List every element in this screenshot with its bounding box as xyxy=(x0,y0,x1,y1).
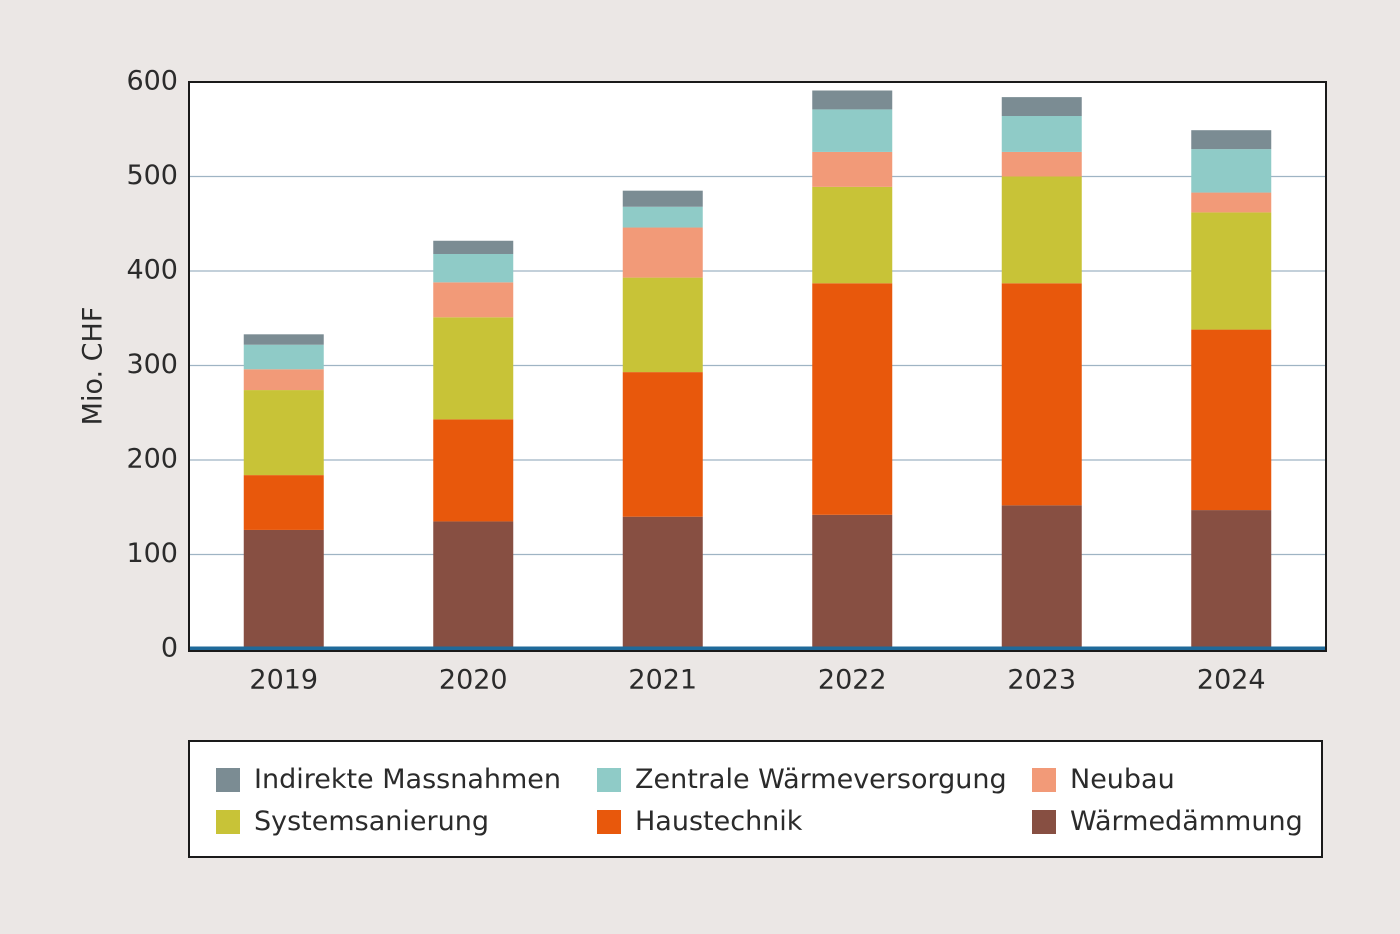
y-tick-label: 400 xyxy=(126,255,178,286)
bar-segment xyxy=(433,317,514,420)
legend-label: Zentrale Wärmeversorgung xyxy=(635,764,1007,795)
y-tick-label: 0 xyxy=(161,633,178,664)
x-tick-label: 2023 xyxy=(1007,665,1076,696)
bar-segment xyxy=(1001,151,1082,177)
y-tick-label: 600 xyxy=(126,66,178,97)
bar-segment xyxy=(433,282,514,318)
x-tick-label: 2019 xyxy=(249,665,318,696)
y-tick-label: 500 xyxy=(126,160,178,191)
bar-segment xyxy=(622,516,703,649)
plot-frame xyxy=(188,81,1327,652)
y-axis-ticks: 0 100 200 300 400 500 600 xyxy=(126,66,178,664)
bar-segment xyxy=(812,186,893,284)
bar-segment xyxy=(433,419,514,522)
bar-segment xyxy=(622,227,703,278)
bar-segment xyxy=(1001,97,1082,117)
bar-segment xyxy=(243,369,324,391)
legend-label: Systemsanierung xyxy=(254,806,489,837)
bar-segment xyxy=(812,109,893,152)
legend-item-neubau: Neubau xyxy=(1032,764,1175,795)
bar-segment xyxy=(1191,149,1272,193)
legend-item-waermedaemmung: Wärmedämmung xyxy=(1032,806,1303,837)
bar-segment xyxy=(1191,130,1272,150)
gridlines xyxy=(189,175,1326,556)
y-axis-title: Mio. CHF xyxy=(78,307,109,426)
y-tick-label: 300 xyxy=(126,349,178,380)
legend: Indirekte Massnahmen Zentrale Wärmeverso… xyxy=(188,740,1323,858)
legend-swatch xyxy=(216,767,240,792)
legend-swatch xyxy=(216,809,240,834)
bar-segment xyxy=(243,475,324,530)
bar-segment xyxy=(1191,212,1272,330)
bar-segment xyxy=(1191,329,1272,511)
legend-item-haustechnik: Haustechnik xyxy=(597,806,802,837)
plot-area xyxy=(189,82,1326,651)
x-axis-ticks: 2019 2020 2021 2022 2023 2024 xyxy=(249,665,1265,696)
bar-segment xyxy=(622,372,703,517)
bar-segment xyxy=(1001,176,1082,284)
bar-segment xyxy=(243,529,324,649)
y-tick-label: 100 xyxy=(126,538,178,569)
bar-segment xyxy=(812,151,893,187)
bar-segment xyxy=(1001,283,1082,506)
legend-label: Indirekte Massnahmen xyxy=(254,764,562,795)
bar-segment xyxy=(433,240,514,254)
y-tick-label: 200 xyxy=(126,444,178,475)
bar-segment xyxy=(812,90,893,110)
legend-item-zentrale-waermeversorgung: Zentrale Wärmeversorgung xyxy=(597,764,1007,795)
legend-label: Wärmedämmung xyxy=(1070,806,1303,837)
bar-segment xyxy=(243,344,324,370)
bar-segment xyxy=(433,521,514,649)
x-tick-label: 2022 xyxy=(818,665,887,696)
bar-segment xyxy=(622,206,703,228)
bar-segment xyxy=(433,253,514,283)
legend-swatch xyxy=(1032,767,1056,792)
legend-item-indirekte-massnahmen: Indirekte Massnahmen xyxy=(216,764,561,795)
bar-segment xyxy=(812,514,893,649)
bar-segment xyxy=(1001,116,1082,152)
legend-swatch xyxy=(1032,809,1056,834)
bar-segment xyxy=(622,190,703,207)
legend-swatch xyxy=(597,767,621,792)
bar-segment xyxy=(812,283,893,515)
x-tick-label: 2021 xyxy=(628,665,697,696)
bar-segment xyxy=(1001,505,1082,649)
bar-segment xyxy=(243,334,324,345)
bar-segment xyxy=(1191,510,1272,649)
legend-item-systemsanierung: Systemsanierung xyxy=(216,806,489,837)
bar-segment xyxy=(622,277,703,373)
legend-swatch xyxy=(597,809,621,834)
x-tick-label: 2024 xyxy=(1197,665,1266,696)
bar-segment xyxy=(1191,192,1272,213)
bars xyxy=(243,90,1272,649)
x-tick-label: 2020 xyxy=(439,665,508,696)
bar-segment xyxy=(243,390,324,476)
legend-label: Haustechnik xyxy=(635,806,803,837)
legend-label: Neubau xyxy=(1070,764,1175,795)
